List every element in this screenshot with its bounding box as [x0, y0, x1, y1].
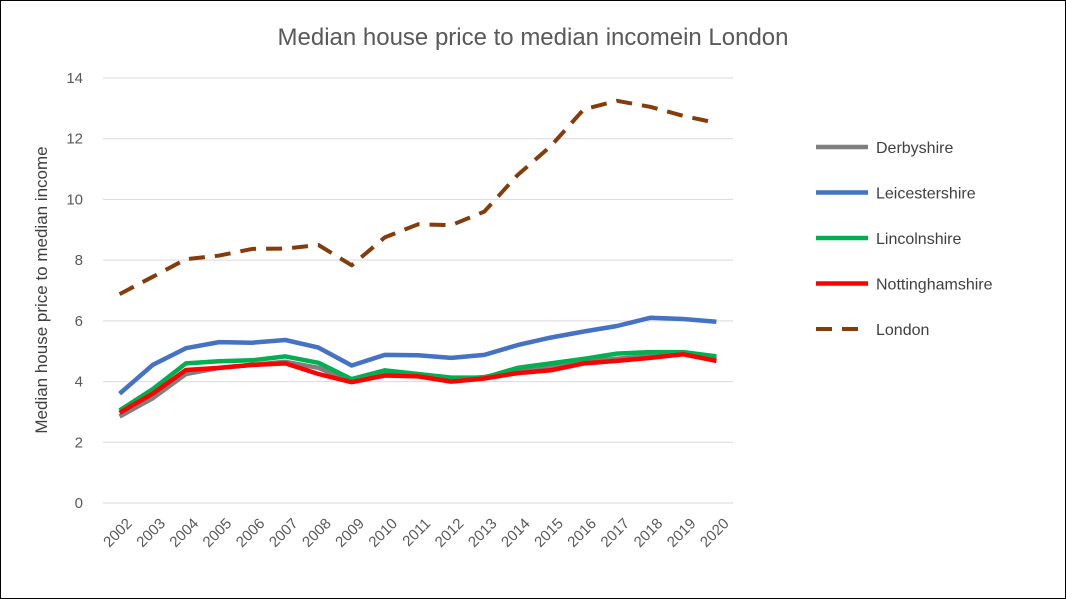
y-tick-label: 4 — [75, 374, 83, 391]
series-line-nottinghamshire — [118, 352, 717, 415]
series-line-leicestershire — [118, 315, 717, 396]
x-tick-label: 2008 — [299, 515, 335, 551]
y-tick-label: 2 — [75, 434, 83, 451]
y-tick-label: 0 — [75, 495, 83, 512]
x-tick-label: 2003 — [133, 515, 169, 551]
x-tick-label: 2007 — [266, 515, 302, 551]
x-tick-label: 2011 — [399, 515, 434, 550]
gridlines — [103, 77, 733, 504]
x-tick-label: 2005 — [200, 515, 236, 551]
x-tick-label: 2004 — [166, 515, 202, 551]
y-tick-label: 6 — [75, 313, 83, 330]
x-tick-label: 2012 — [432, 515, 468, 551]
x-tick-label: 2018 — [631, 515, 667, 551]
chart-title: Median house price to median incomein Lo… — [278, 24, 789, 51]
legend: Derbyshire Leicestershire Lincolnshire Nott… — [816, 140, 993, 339]
x-tick-label: 2019 — [664, 515, 700, 551]
x-axis-ticks: 2002200320042005200620072008200920102011… — [100, 515, 732, 551]
y-tick-label: 12 — [66, 131, 83, 148]
legend-label-derbyshire: Derbyshire — [876, 140, 953, 157]
x-tick-label: 2015 — [531, 515, 567, 551]
x-tick-label: 2009 — [332, 515, 368, 551]
legend-label-nottinghamshire: Nottinghamshire — [876, 277, 993, 294]
y-tick-label: 14 — [66, 70, 83, 87]
y-tick-label: 10 — [66, 191, 83, 208]
x-tick-label: 2020 — [697, 515, 733, 551]
y-axis-ticks: 0 2 4 6 8 10 12 14 — [66, 70, 83, 512]
series-lines — [118, 98, 717, 419]
legend-label-leicestershire: Leicestershire — [876, 186, 976, 203]
y-tick-label: 8 — [75, 252, 83, 269]
series-line-london — [118, 98, 717, 296]
x-tick-label: 2006 — [233, 515, 269, 551]
x-tick-label: 2002 — [100, 515, 136, 551]
x-tick-label: 2017 — [598, 515, 634, 551]
series-line-lincolnshire — [118, 349, 717, 413]
x-tick-label: 2016 — [564, 515, 600, 551]
x-tick-label: 2013 — [465, 515, 501, 551]
y-axis-title: Median house price to median income — [32, 146, 51, 433]
x-tick-label: 2014 — [498, 515, 534, 551]
legend-label-lincolnshire: Lincolnshire — [876, 231, 961, 248]
x-tick-label: 2010 — [365, 515, 401, 551]
legend-label-london: London — [876, 322, 929, 339]
